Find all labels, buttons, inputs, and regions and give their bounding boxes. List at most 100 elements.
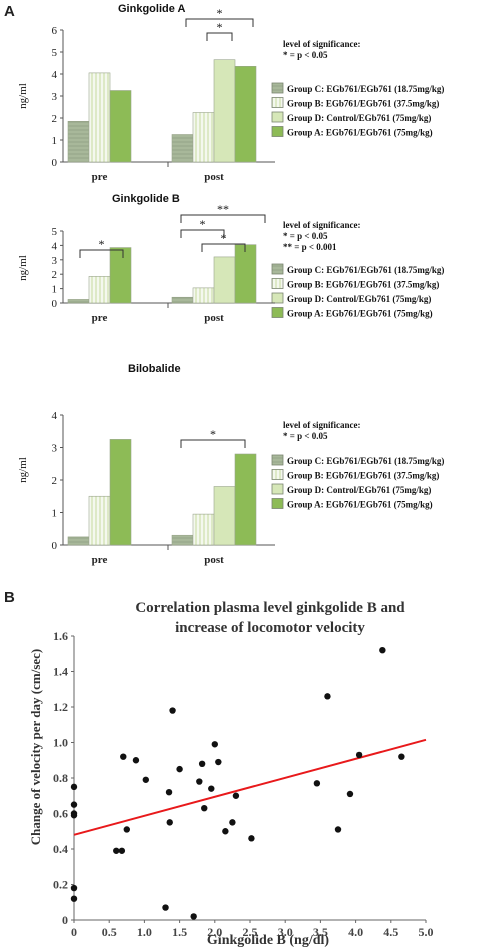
scatter-point <box>166 819 173 826</box>
significance-star: * <box>217 20 223 34</box>
scatter-title: Correlation plasma level ginkgolide B an… <box>135 600 405 616</box>
significance-bracket <box>201 243 246 252</box>
y-tick-label: 5 <box>52 47 58 59</box>
x-tick-label: 0.5 <box>102 925 117 939</box>
scatter-point <box>313 780 321 787</box>
significance-bracket <box>79 249 124 258</box>
legend-swatch <box>271 469 284 480</box>
legend-label: Group B: EGb761/EGb761 (37.5mg/kg) <box>287 471 439 481</box>
scatter-point <box>355 751 363 759</box>
y-tick-label: 1.4 <box>53 665 68 679</box>
significance-legend: level of significance:* = p < 0.05 <box>283 420 360 441</box>
y-tick-label: 6 <box>52 25 58 37</box>
y-tick-label: 3 <box>52 443 58 455</box>
y-tick-label: 0.2 <box>53 878 68 892</box>
scatter-point <box>113 847 120 854</box>
significance-bracket <box>180 214 266 223</box>
significance-line: * = p < 0.05 <box>283 431 328 441</box>
scatter-subtitle: increase of locomotor velocity <box>175 620 365 636</box>
bar-undefined-pre <box>88 276 111 304</box>
significance-bracket <box>206 32 233 41</box>
legend-swatch <box>271 454 284 466</box>
scatter-point <box>196 778 203 785</box>
y-tick-label: 2 <box>52 113 58 125</box>
scatter-point <box>229 819 236 826</box>
significance-line: ** = p < 0.001 <box>283 242 337 252</box>
significance-star: * <box>200 217 206 231</box>
x-tick-label: 3.5 <box>313 925 328 939</box>
significance-line: level of significance: <box>283 39 360 49</box>
bar-undefined-post <box>192 287 215 304</box>
scatter-point <box>120 753 127 760</box>
legend-swatch <box>271 498 284 509</box>
legend-swatch <box>271 82 284 94</box>
bar-undefined-post <box>192 112 215 163</box>
bar-undefined-pre <box>109 247 132 304</box>
y-tick-label: 0 <box>52 540 58 552</box>
legend-swatch <box>271 483 284 495</box>
bar-undefined-post <box>234 244 257 304</box>
y-tick-label: 4 <box>52 240 58 252</box>
ginkgolide-a-chart: Ginkgolide A ng/ml level of significance… <box>17 3 444 183</box>
significance-line: * = p < 0.05 <box>283 231 328 241</box>
legend-label: Group D: Control/EGb761 (75mg/kg) <box>287 294 431 304</box>
y-tick-label: 0 <box>52 157 58 169</box>
x-category-label: pre <box>92 554 108 566</box>
x-tick-label: 1.0 <box>137 925 152 939</box>
scatter-point <box>176 765 183 773</box>
scatter-point <box>169 707 176 714</box>
bar-undefined-pre <box>109 90 132 163</box>
chart-title: Bilobalide <box>128 363 181 375</box>
significance-legend: level of significance:* = p < 0.05** = p… <box>283 220 360 252</box>
x-tick-label: 3.0 <box>278 925 293 939</box>
scatter-point <box>70 812 78 819</box>
legend-swatch <box>271 126 284 137</box>
y-tick-label: 0.6 <box>53 807 68 821</box>
legend-swatch <box>271 97 284 108</box>
x-category-label: pre <box>92 171 108 183</box>
chart-legend: Group C: EGb761/EGb761 (18.75mg/kg) Group… <box>271 263 444 319</box>
y-tick-label: 1.2 <box>53 700 68 714</box>
significance-star: * <box>217 6 223 20</box>
bar-undefined-pre <box>88 495 111 546</box>
scatter-point <box>334 826 342 833</box>
x-tick-label: 2.0 <box>207 925 222 939</box>
bar-undefined-post <box>171 534 194 546</box>
chart-legend: Group C: EGb761/EGb761 (18.75mg/kg) Group… <box>271 82 444 138</box>
chart-title: Ginkgolide B <box>112 193 180 205</box>
panel-b-letter: B <box>4 589 15 606</box>
bar-undefined-pre <box>67 121 90 163</box>
y-tick-label: 0.4 <box>53 842 68 856</box>
scatter-point <box>190 913 197 920</box>
legend-label: Group C: EGb761/EGb761 (18.75mg/kg) <box>287 265 444 275</box>
scatter-point <box>198 760 206 767</box>
scatter-point <box>346 790 354 798</box>
legend-label: Group C: EGb761/EGb761 (18.75mg/kg) <box>287 456 444 466</box>
scatter-point <box>222 828 229 835</box>
significance-line: level of significance: <box>283 220 360 230</box>
scatter-point <box>211 741 218 748</box>
scatter-point <box>118 847 126 854</box>
bar-undefined-post <box>213 256 236 304</box>
legend-label: Group A: EGb761/EGb761 (75mg/kg) <box>287 128 433 138</box>
y-tick-label: 0.8 <box>53 771 68 785</box>
scatter-point <box>162 904 169 911</box>
legend-label: Group D: Control/EGb761 (75mg/kg) <box>287 113 431 123</box>
y-axis-label: ng/ml <box>17 255 29 281</box>
x-tick-label: 4.5 <box>383 925 398 939</box>
significance-line: * = p < 0.05 <box>283 50 328 60</box>
scatter-point <box>398 753 405 760</box>
chart-legend: Group C: EGb761/EGb761 (18.75mg/kg) Group… <box>271 454 444 510</box>
x-tick-label: 1.5 <box>172 925 187 939</box>
scatter-point <box>201 804 208 812</box>
bar-undefined-post <box>234 66 257 163</box>
scatter-point <box>132 757 140 764</box>
correlation-scatter-chart: Correlation plasma level ginkgolide B an… <box>28 600 434 948</box>
scatter-point <box>215 758 222 766</box>
x-category-label: post <box>204 554 224 566</box>
bar-undefined-post <box>213 486 236 546</box>
chart-title: Ginkgolide A <box>118 3 185 15</box>
regression-line <box>73 738 427 836</box>
significance-bracket <box>180 229 225 238</box>
scatter-point <box>248 835 255 842</box>
